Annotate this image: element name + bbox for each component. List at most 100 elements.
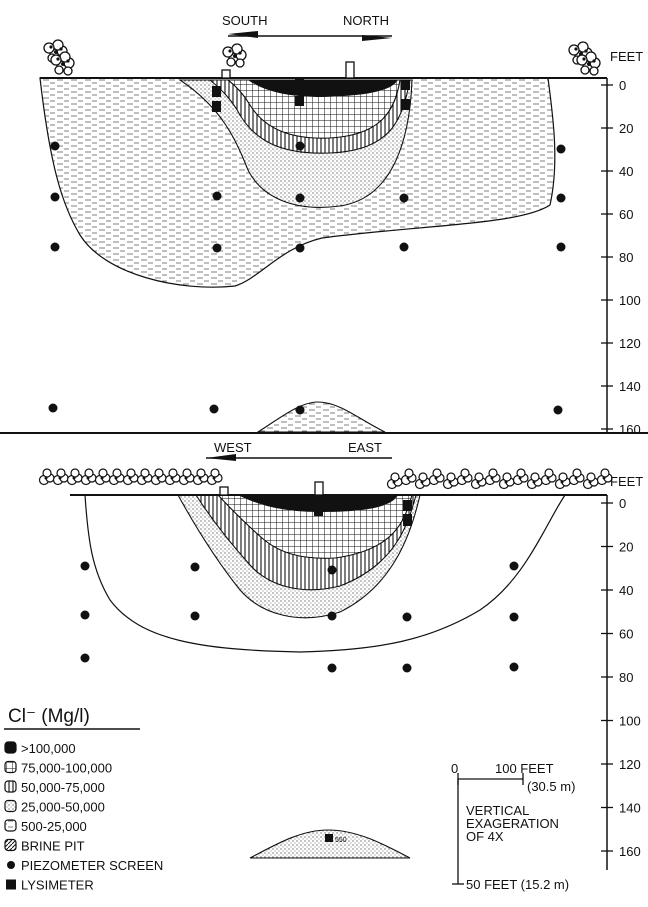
legend-swatch-diagonal xyxy=(4,838,17,852)
lysimeter-marker xyxy=(401,80,410,90)
plume-over-100000 xyxy=(238,495,398,512)
depth-tick-label: 60 xyxy=(619,627,633,642)
lysimeter-marker xyxy=(403,500,412,511)
piezometer-screen xyxy=(402,612,412,622)
shrub-icon xyxy=(428,468,445,486)
shrub-icon xyxy=(206,468,223,486)
depth-tick-label: 60 xyxy=(619,207,633,222)
lysimeter-marker xyxy=(212,86,221,97)
shrub-icon xyxy=(178,468,195,486)
piezometer-screen xyxy=(399,242,409,252)
legend-swatch-vertical xyxy=(4,780,17,793)
shrub-icon xyxy=(414,472,431,490)
depth-tick-label: 20 xyxy=(619,540,633,555)
lysimeter-marker xyxy=(295,96,304,106)
piezometer-screen xyxy=(556,144,566,154)
depth-tick-label: 80 xyxy=(619,670,633,685)
depth-tick-label: 140 xyxy=(619,801,641,816)
piezometer-screen xyxy=(402,663,412,673)
piezometer-screen xyxy=(327,611,337,621)
legend-item-label: 75,000-100,000 xyxy=(21,761,112,776)
depth-tick-label: 160 xyxy=(619,844,641,859)
bottom-axis-unit: FEET xyxy=(610,474,643,489)
piezometer-screen xyxy=(295,405,305,415)
vertical-exaggeration-line-3: OF 4X xyxy=(466,829,504,844)
shrub-icon xyxy=(192,468,209,486)
shrub-icon xyxy=(512,468,529,486)
piezometer-screens xyxy=(80,561,519,673)
piezometer-screen xyxy=(80,610,90,620)
wellhead-icon xyxy=(221,69,231,79)
shrub-icon xyxy=(456,468,473,486)
legend: Cl⁻ (Mg/l) >100,000 75,000-100,000 50,000-… xyxy=(4,706,163,893)
piezometer-screen xyxy=(399,193,409,203)
bottom-depth-axis: FEET 0 20 40 60 80 100 120 140 160 xyxy=(601,474,643,870)
piezometer-screen xyxy=(553,405,563,415)
piezometer-screen xyxy=(190,562,200,572)
legend-swatch-dots xyxy=(4,799,17,813)
tree-icon xyxy=(576,51,601,76)
vertical-exaggeration-line-1: VERTICAL xyxy=(466,803,529,818)
legend-item-label: PIEZOMETER SCREEN xyxy=(21,858,163,873)
lysimeter-markers xyxy=(314,500,412,526)
piezometer-screen xyxy=(212,243,222,253)
top-cross-section: SOUTH NORTH xyxy=(0,13,648,437)
depth-tick-label: 160 xyxy=(619,422,641,437)
lysimeter-markers xyxy=(212,78,410,112)
depth-tick-label: 20 xyxy=(619,121,633,136)
scale-vertical-label: 50 FEET (15.2 m) xyxy=(466,877,569,892)
legend-item-label: LYSIMETER xyxy=(21,878,94,893)
depth-tick-label: 100 xyxy=(619,714,641,729)
vertical-exaggeration-line-2: EXAGERATION xyxy=(466,816,559,831)
legend-item-label: 500-25,000 xyxy=(21,819,87,834)
piezometer-screen xyxy=(295,243,305,253)
lysimeter-marker xyxy=(403,514,412,526)
legend-item-label: >100,000 xyxy=(21,741,76,756)
tree-icon xyxy=(50,51,75,76)
legend-item-label: 25,000-50,000 xyxy=(21,800,105,815)
piezometer-screen xyxy=(50,242,60,252)
scale-zero: 0 xyxy=(451,761,458,776)
depth-tick-label: 40 xyxy=(619,583,633,598)
plume-75000-100000 xyxy=(216,494,413,559)
legend-symbol-lysimeter xyxy=(6,879,16,890)
piezometer-screen xyxy=(80,561,90,571)
vegetation-icon xyxy=(386,468,613,490)
shrub-icon xyxy=(386,472,403,490)
depth-tick-label: 120 xyxy=(619,336,641,351)
shrub-icon xyxy=(442,472,459,490)
legend-item-label: BRINE PIT xyxy=(21,839,85,854)
shrub-icon xyxy=(498,472,515,490)
legend-symbol-piezometer xyxy=(7,861,15,869)
shrub-icon xyxy=(582,472,599,490)
scale-horizontal-label: 100 FEET xyxy=(495,761,554,776)
piezometer-screen xyxy=(50,141,60,151)
piezometer-screen xyxy=(327,663,337,673)
wellhead-icon xyxy=(345,61,355,79)
depth-tick-label: 0 xyxy=(619,78,626,93)
piezometer-screen xyxy=(50,192,60,202)
scale-horizontal-metric: (30.5 m) xyxy=(527,779,575,794)
depth-tick-label: 80 xyxy=(619,250,633,265)
piezometer-screen xyxy=(509,561,519,571)
legend-item-label: 50,000-75,000 xyxy=(21,780,105,795)
shrub-icon xyxy=(66,468,83,486)
west-label: WEST xyxy=(214,440,252,455)
shrub-icon xyxy=(108,468,125,486)
lower-plume-mound xyxy=(256,401,386,433)
top-depth-axis: FEET 0 20 40 60 80 100 120 140 160 xyxy=(601,49,643,437)
tree-icon xyxy=(222,43,247,68)
bottom-cross-section: WEST EAST 550 xyxy=(38,440,643,870)
shrub-icon xyxy=(470,472,487,490)
shrub-icon xyxy=(554,472,571,490)
shrub-icon xyxy=(400,468,417,486)
shrub-icon xyxy=(38,468,55,486)
shrub-icon xyxy=(164,468,181,486)
shrub-icon xyxy=(540,468,557,486)
north-label: NORTH xyxy=(343,13,389,28)
legend-title: Cl⁻ (Mg/l) xyxy=(8,706,90,727)
scale-bar: 0 100 FEET (30.5 m) VERTICAL EXAGERATION… xyxy=(451,761,575,892)
piezometer-screen xyxy=(295,141,305,151)
lower-plume-mound xyxy=(249,829,411,859)
